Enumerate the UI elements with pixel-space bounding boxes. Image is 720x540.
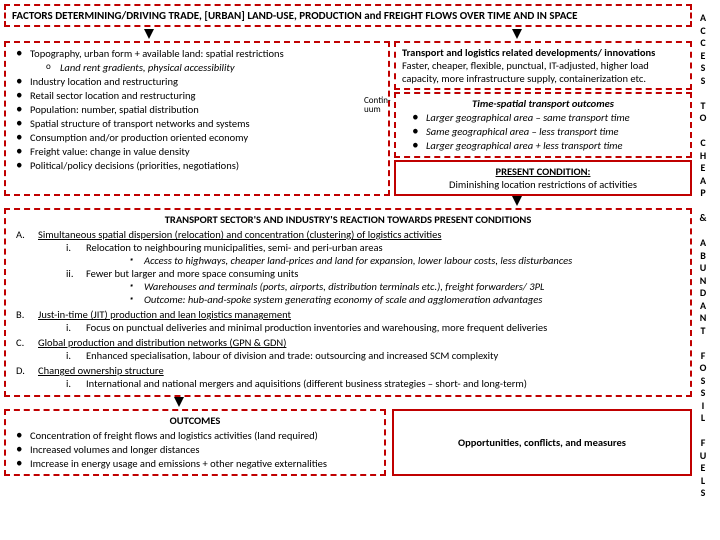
developments-box: Transport and logistics related developm… [394, 41, 692, 90]
outcomes-title: OUTCOMES [12, 414, 378, 427]
factor-2: Industry location and restructuring [16, 75, 382, 88]
reaction-a-ii-a: Warehouses and terminals (ports, airport… [130, 280, 684, 293]
outcomes-box: OUTCOMES Concentration of freight flows … [4, 409, 386, 476]
reaction-a-ii: Fewer but larger and more space consumin… [86, 267, 298, 280]
time-outcomes-box: Time-spatial transport outcomes Larger g… [394, 92, 692, 158]
dev-title: Transport and logistics related developm… [402, 46, 684, 59]
factor-8: Political/policy decisions (priorities, … [16, 159, 382, 172]
reaction-title: TRANSPORT SECTOR'S AND INDUSTRY'S REACTI… [12, 213, 684, 226]
outcome-1: Concentration of freight flows and logis… [16, 429, 378, 442]
factor-1: Topography, urban form + available land:… [30, 47, 284, 60]
outcome-2: Increased volumes and longer distances [16, 443, 378, 456]
reaction-box: TRANSPORT SECTOR'S AND INDUSTRY'S REACTI… [4, 208, 692, 397]
reaction-a-i-a: Access to highways, cheaper land-prices … [130, 254, 684, 267]
factor-6: Consumption and/or production oriented e… [16, 131, 382, 144]
continuum-label: Contin-uum [364, 96, 391, 114]
outcome-3: Imcrease in energy usage and emissions +… [16, 457, 378, 470]
reaction-b-i: Focus on punctual deliveries and minimal… [86, 321, 547, 334]
factor-7: Freight value: change in value density [16, 145, 382, 158]
header-box: FACTORS DETERMINING/DRIVING TRADE, [URBA… [4, 4, 692, 27]
reaction-a-ii-b: Outcome: hub-and-spoke system generating… [130, 293, 684, 306]
ocm-text: Opportunities, conflicts, and measures [458, 436, 626, 449]
present-title: PRESENT CONDITION: [496, 165, 591, 178]
reaction-c: Global production and distribution netwo… [38, 336, 286, 349]
side-column: ACCESS TO CHEAP & ABUNDANT FOSSIL FUELS [696, 4, 710, 500]
reaction-a: Simultaneous spatial dispersion (relocat… [38, 228, 441, 241]
time-outcome-3: Larger geographical area + less transpor… [412, 139, 684, 152]
reaction-d: Changed ownership structure [38, 364, 164, 377]
reaction-c-i: Enhanced specialisation, labour of divis… [86, 349, 498, 362]
reaction-a-i: Relocation to neighbouring municipalitie… [86, 241, 383, 254]
time-outcome-2: Same geographical area – less transport … [412, 125, 684, 138]
factor-3: Retail sector location and restructuring [16, 89, 382, 102]
present-condition-box: PRESENT CONDITION: Diminishing location … [394, 160, 692, 196]
reaction-b: Just-in-time (JIT) production and lean l… [38, 308, 291, 321]
time-outcome-1: Larger geographical area – same transpor… [412, 111, 684, 124]
reaction-d-i: International and national mergers and a… [86, 377, 527, 390]
present-body: Diminishing location restrictions of act… [449, 178, 637, 191]
time-outcomes-title: Time-spatial transport outcomes [402, 97, 684, 110]
factors-box: Topography, urban form + available land:… [4, 41, 390, 196]
factor-1a: Land rent gradients, physical accessibil… [46, 61, 382, 74]
header-text: FACTORS DETERMINING/DRIVING TRADE, [URBA… [12, 9, 577, 22]
factor-4: Population: number, spatial distribution [16, 103, 382, 116]
ocm-box: Opportunities, conflicts, and measures [392, 409, 692, 476]
dev-body: Faster, cheaper, flexible, punctual, IT-… [402, 59, 684, 85]
factor-5: Spatial structure of transport networks … [16, 117, 382, 130]
